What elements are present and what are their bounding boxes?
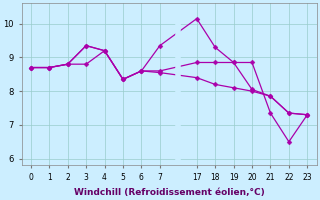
X-axis label: Windchill (Refroidissement éolien,°C): Windchill (Refroidissement éolien,°C) xyxy=(74,188,264,197)
